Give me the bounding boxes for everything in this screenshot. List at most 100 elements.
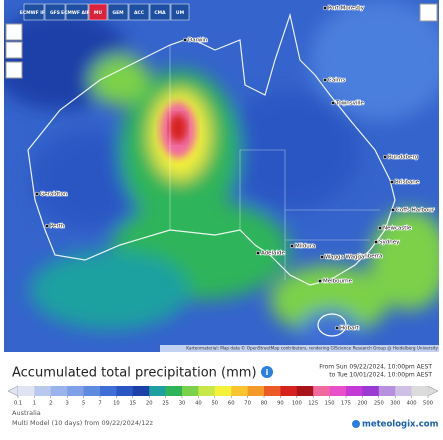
colorbar-segment [247, 386, 265, 396]
colorbar-segment [67, 386, 84, 396]
colorbar-tick-label: 0.1 [14, 401, 22, 407]
colorbar-segment [198, 386, 216, 396]
colorbar-segment [18, 386, 35, 396]
colorbar-segment [411, 386, 429, 396]
colorbar-segment [378, 386, 396, 396]
city-label: Wagga Wagga [325, 255, 364, 261]
layers-button[interactable] [5, 61, 23, 79]
colorbar-tick-label: 200 [357, 401, 367, 407]
side-controls [5, 3, 438, 79]
colorbar-tick-label: 80 [261, 401, 268, 407]
city-marker [351, 253, 357, 259]
model-button[interactable] [149, 3, 171, 21]
colorbar-segment [231, 386, 248, 396]
locate-button[interactable] [5, 23, 23, 41]
info-icon[interactable] [261, 366, 273, 378]
region: Australia [12, 409, 41, 417]
city-marker [289, 243, 295, 249]
model-button[interactable] [170, 3, 190, 21]
date-to: to Tue 10/01/2024, 10:00pm AEST [329, 372, 432, 379]
city-marker [182, 37, 188, 43]
colorbar-segment [149, 386, 166, 396]
model-button[interactable] [88, 3, 108, 21]
city-label: Perth [50, 224, 65, 230]
model-button-label: ECMWF AIFS [61, 10, 93, 16]
city-marker [319, 254, 325, 260]
colorbar-arrow-low [7, 385, 19, 397]
colorbar-tick-label: 400 [407, 401, 417, 407]
model-button-label: UM [176, 10, 185, 16]
model-button-label: MU [94, 10, 102, 16]
city-label: Melbourne [323, 279, 353, 285]
colorbar-segment [34, 386, 52, 396]
city-label: Bundaberg [388, 155, 418, 161]
colorbar-segment [329, 386, 347, 396]
city-marker [322, 5, 328, 11]
model-button-label: ECMWF IFS [20, 10, 48, 16]
colorbar-segment [83, 386, 101, 396]
colorbar-tick-label: 7 [98, 401, 101, 407]
colorbar-segment [214, 386, 232, 396]
colorbar-tick-label: 100 [292, 401, 302, 407]
city-marker [390, 207, 396, 213]
colorbar-tick-label: 20 [146, 401, 153, 407]
brand-logo [352, 420, 360, 428]
city-label: Canberra [357, 254, 382, 260]
model-button[interactable] [107, 3, 129, 21]
city-marker [34, 191, 40, 197]
city-label: Port Moresby [328, 6, 365, 12]
colorbar-segment [280, 386, 298, 396]
city-label: Geraldton [40, 192, 68, 198]
colorbar-segment [50, 386, 68, 396]
city-label: Newcastle [383, 226, 412, 232]
colorbar: 0.1 1 2 3 5 7 10 15 20 25 30 40 50 60 70 80 90 100 125 150 1… [7, 385, 439, 407]
attribution: Kartenmaterial: Map data © OpenStreetMap… [186, 346, 438, 351]
city-label: Coffs Harbour [396, 208, 435, 214]
colorbar-segment [264, 386, 281, 396]
model-button[interactable] [128, 3, 150, 21]
colorbar-tick-label: 90 [277, 401, 284, 407]
zoom-button[interactable] [5, 41, 23, 59]
legend-title: Accumulated total precipitation (mm) [12, 366, 257, 381]
colorbar-arrow-high [427, 385, 439, 397]
colorbar-tick-label: 150 [325, 401, 335, 407]
model-button[interactable] [44, 3, 66, 21]
colorbar-tick-label: 175 [341, 401, 351, 407]
colorbar-tick-label: 40 [195, 401, 202, 407]
city-marker [255, 250, 261, 256]
city-marker [373, 239, 379, 245]
colorbar-tick-label: 70 [244, 401, 251, 407]
model-button-label: ACC [134, 10, 145, 16]
model-button[interactable] [23, 3, 45, 21]
colorbar-tick-label: 250 [374, 401, 384, 407]
city-marker [382, 154, 388, 160]
colorbar-tick-label: 1 [33, 401, 36, 407]
colorbar-segment [362, 386, 380, 396]
city-label: Townsville [335, 101, 364, 107]
model-button-label: CMA [154, 10, 166, 16]
colorbar-tick-label: 2 [49, 401, 52, 407]
map[interactable]: Port Moresby Darwin Cairns Townsville Bundab… [0, 0, 443, 352]
colorbar-segment [296, 386, 314, 396]
model-button[interactable] [65, 3, 89, 21]
colorbar-segment [100, 386, 117, 396]
colorbar-segment [395, 386, 412, 396]
city-label: Brisbane [395, 180, 420, 186]
colorbar-tick-label: 500 [423, 401, 433, 407]
city-marker [330, 100, 336, 106]
colorbar-tick-label: 15 [129, 401, 136, 407]
brand[interactable]: meteologix.com [362, 420, 439, 430]
date-from: From Sun 09/22/2024, 10:00pm AEST [319, 364, 432, 371]
colorbar-tick-label: 10 [113, 401, 120, 407]
model-button-label: GFS [50, 10, 60, 16]
share-button[interactable] [419, 3, 438, 22]
colorbar-segment [313, 386, 330, 396]
colorbar-tick-label: 60 [228, 401, 235, 407]
city-marker [44, 223, 50, 229]
city-marker [334, 325, 340, 331]
city-marker [389, 179, 395, 185]
city-marker [377, 225, 383, 231]
colorbar-segment [346, 386, 363, 396]
colorbar-tick-label: 50 [211, 401, 218, 407]
